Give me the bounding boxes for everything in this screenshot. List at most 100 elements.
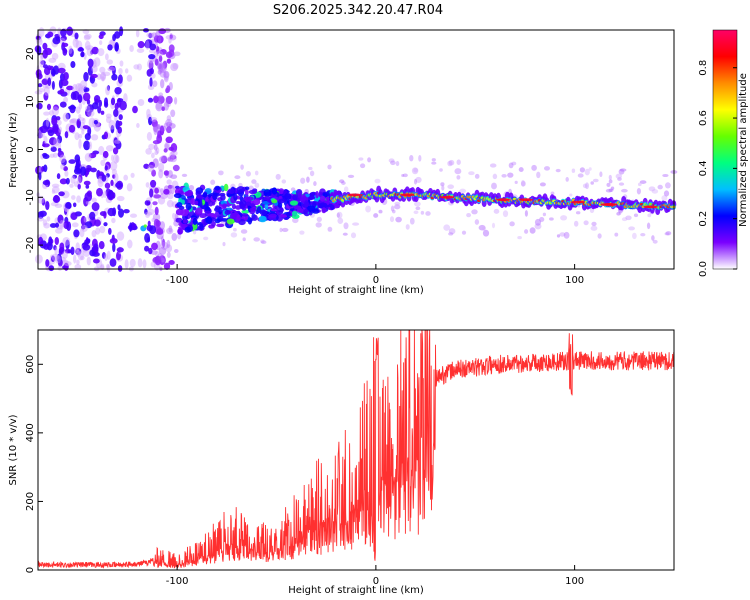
heatmap-cell [99,72,107,82]
heatmap-cell [42,153,50,160]
heatmap-cell [339,179,345,184]
heatmap-cell [58,191,65,197]
heatmap-cell [99,225,106,234]
heatmap-cell [489,163,497,168]
heatmap-cell [222,242,226,247]
heatmap-cell [62,236,71,246]
heatmap-cell [196,194,203,200]
heatmap-cell [269,213,277,218]
heatmap-cell [252,198,261,206]
heatmap-cell [58,249,64,255]
heatmap-cell [73,254,77,264]
heatmap-cell [66,85,74,91]
heatmap-cell [59,219,65,230]
heatmap-cell [112,147,119,155]
heatmap-cell [517,236,522,240]
heatmap-cell [286,211,291,217]
x-tick-label: -100 [166,275,189,286]
heatmap-cell [148,161,155,169]
heatmap-cell [75,242,80,252]
heatmap-cell [166,58,172,64]
heatmap-cell [556,234,561,238]
colorbar-label: Normalized spectral amplitude [738,73,749,227]
heatmap-cell [53,137,58,148]
heatmap-cell [192,239,198,243]
heatmap-cell [347,174,355,179]
heatmap-cell [106,59,114,65]
heatmap-cell [590,181,594,185]
heatmap-cell [413,178,418,185]
heatmap-cell [170,109,176,118]
spectrogram-y-label: Frequency (Hz) [8,112,19,188]
heatmap-cell [336,211,343,219]
heatmap-cell [51,52,59,60]
heatmap-cell [637,182,642,187]
heatmap-cell [113,139,121,144]
heatmap-cell [36,38,43,46]
heatmap-cell [164,75,169,83]
heatmap-cell [289,200,299,206]
heatmap-cell [57,150,64,158]
heatmap-cell [129,222,133,232]
heatmap-cell [112,192,116,199]
heatmap-cell [343,186,349,193]
heatmap-cell [373,213,379,218]
heatmap-cell [651,235,655,241]
heatmap-cell [413,210,419,215]
heatmap-cell [665,231,672,236]
heatmap-cell [251,179,257,184]
heatmap-cell [123,209,130,214]
heatmap-cell [70,212,78,220]
heatmap-cell [390,160,396,166]
heatmap-cell [167,170,173,179]
heatmap-cell [89,211,96,221]
heatmap-cell [91,82,98,88]
heatmap-cell [236,186,245,193]
heatmap-cell [152,158,159,168]
heatmap-cell [214,185,221,191]
heatmap-cell [57,265,63,271]
heatmap-cell [118,114,123,121]
heatmap-cell [618,209,622,215]
heatmap-cell [308,166,313,171]
heatmap-cell [111,73,118,81]
heatmap-cell [64,131,69,139]
heatmap-cell [147,164,155,172]
heatmap-cell [184,191,193,197]
heatmap-cell [96,73,102,80]
spectrogram-frame [37,29,675,270]
heatmap-cell [316,216,322,222]
heatmap-cell [96,187,103,197]
heatmap-cell [92,258,100,264]
heatmap-cell [149,77,153,87]
heatmap-cell [583,220,589,226]
snr-series-line [37,329,675,569]
heatmap-cell [112,242,116,253]
heatmap-cell [78,114,82,119]
heatmap-cell [38,87,46,93]
heatmap-cell [147,84,155,91]
heatmap-cell [223,183,229,192]
heatmap-cell [145,148,152,155]
heatmap-cell [297,192,302,199]
heatmap-cell [440,182,445,187]
heatmap-cell [50,201,59,207]
heatmap-cell [38,236,44,247]
heatmap-cell [99,211,107,217]
heatmap-cell [395,216,402,223]
heatmap-cell [61,158,67,166]
heatmap-cell [152,193,161,199]
heatmap-cell [107,66,116,72]
heatmap-cell [77,94,83,103]
heatmap-cell [151,119,158,128]
heatmap-cell [171,233,178,241]
heatmap-cell [280,214,288,218]
heatmap-cell [153,125,158,136]
heatmap-cell [163,70,170,79]
heatmap-cell [307,205,316,212]
heatmap-cell [36,102,43,110]
heatmap-cell [106,263,110,271]
heatmap-cell [571,168,576,173]
heatmap-cell [156,50,164,57]
heatmap-cell [65,201,72,209]
